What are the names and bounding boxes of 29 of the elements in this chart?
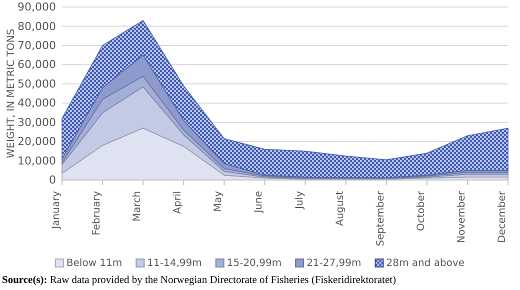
legend-label: 21-27,99m [306, 258, 362, 269]
x-tick-label: October [416, 190, 427, 232]
x-tick-label: September [375, 190, 386, 246]
y-tick-label: 0 [49, 174, 56, 187]
legend-label: 28m and above [386, 258, 465, 269]
y-tick-label: 60,000 [18, 58, 56, 72]
y-tick-label: 80,000 [18, 20, 56, 33]
legend-label: Below 11m [66, 258, 122, 269]
x-tick-label: August [334, 190, 346, 226]
y-tick-label: 50,000 [18, 77, 56, 90]
x-tick-label: May [213, 190, 224, 212]
legend-label: 15-20,99m [226, 258, 282, 269]
x-tick-label: April [172, 191, 184, 214]
y-tick-label: 70,000 [18, 38, 56, 52]
y-tick-label: 40,000 [18, 96, 56, 110]
y-axis-title: WEIGHT, IN METRIC TONS [6, 28, 17, 158]
legend-label: 11-14,99m [147, 258, 202, 269]
y-tick-label: 10,000 [18, 154, 56, 168]
x-tick-label: July [294, 190, 306, 210]
y-tick-label: 90,000 [18, 0, 56, 14]
x-tick-label: March [132, 191, 144, 222]
x-tick-label: January [51, 190, 62, 230]
x-tick-label: November [456, 190, 468, 244]
y-tick-label: 30,000 [18, 116, 56, 129]
x-tick-label: June [254, 191, 265, 214]
x-tick-label: February [92, 190, 103, 236]
y-tick-label: 20,000 [18, 135, 56, 148]
source-note: Source(s): Raw data provided by the Norwegian Directorate of Fisheries (Fiskeridirektoratet) [2, 275, 397, 286]
x-tick-label: December [497, 190, 508, 243]
